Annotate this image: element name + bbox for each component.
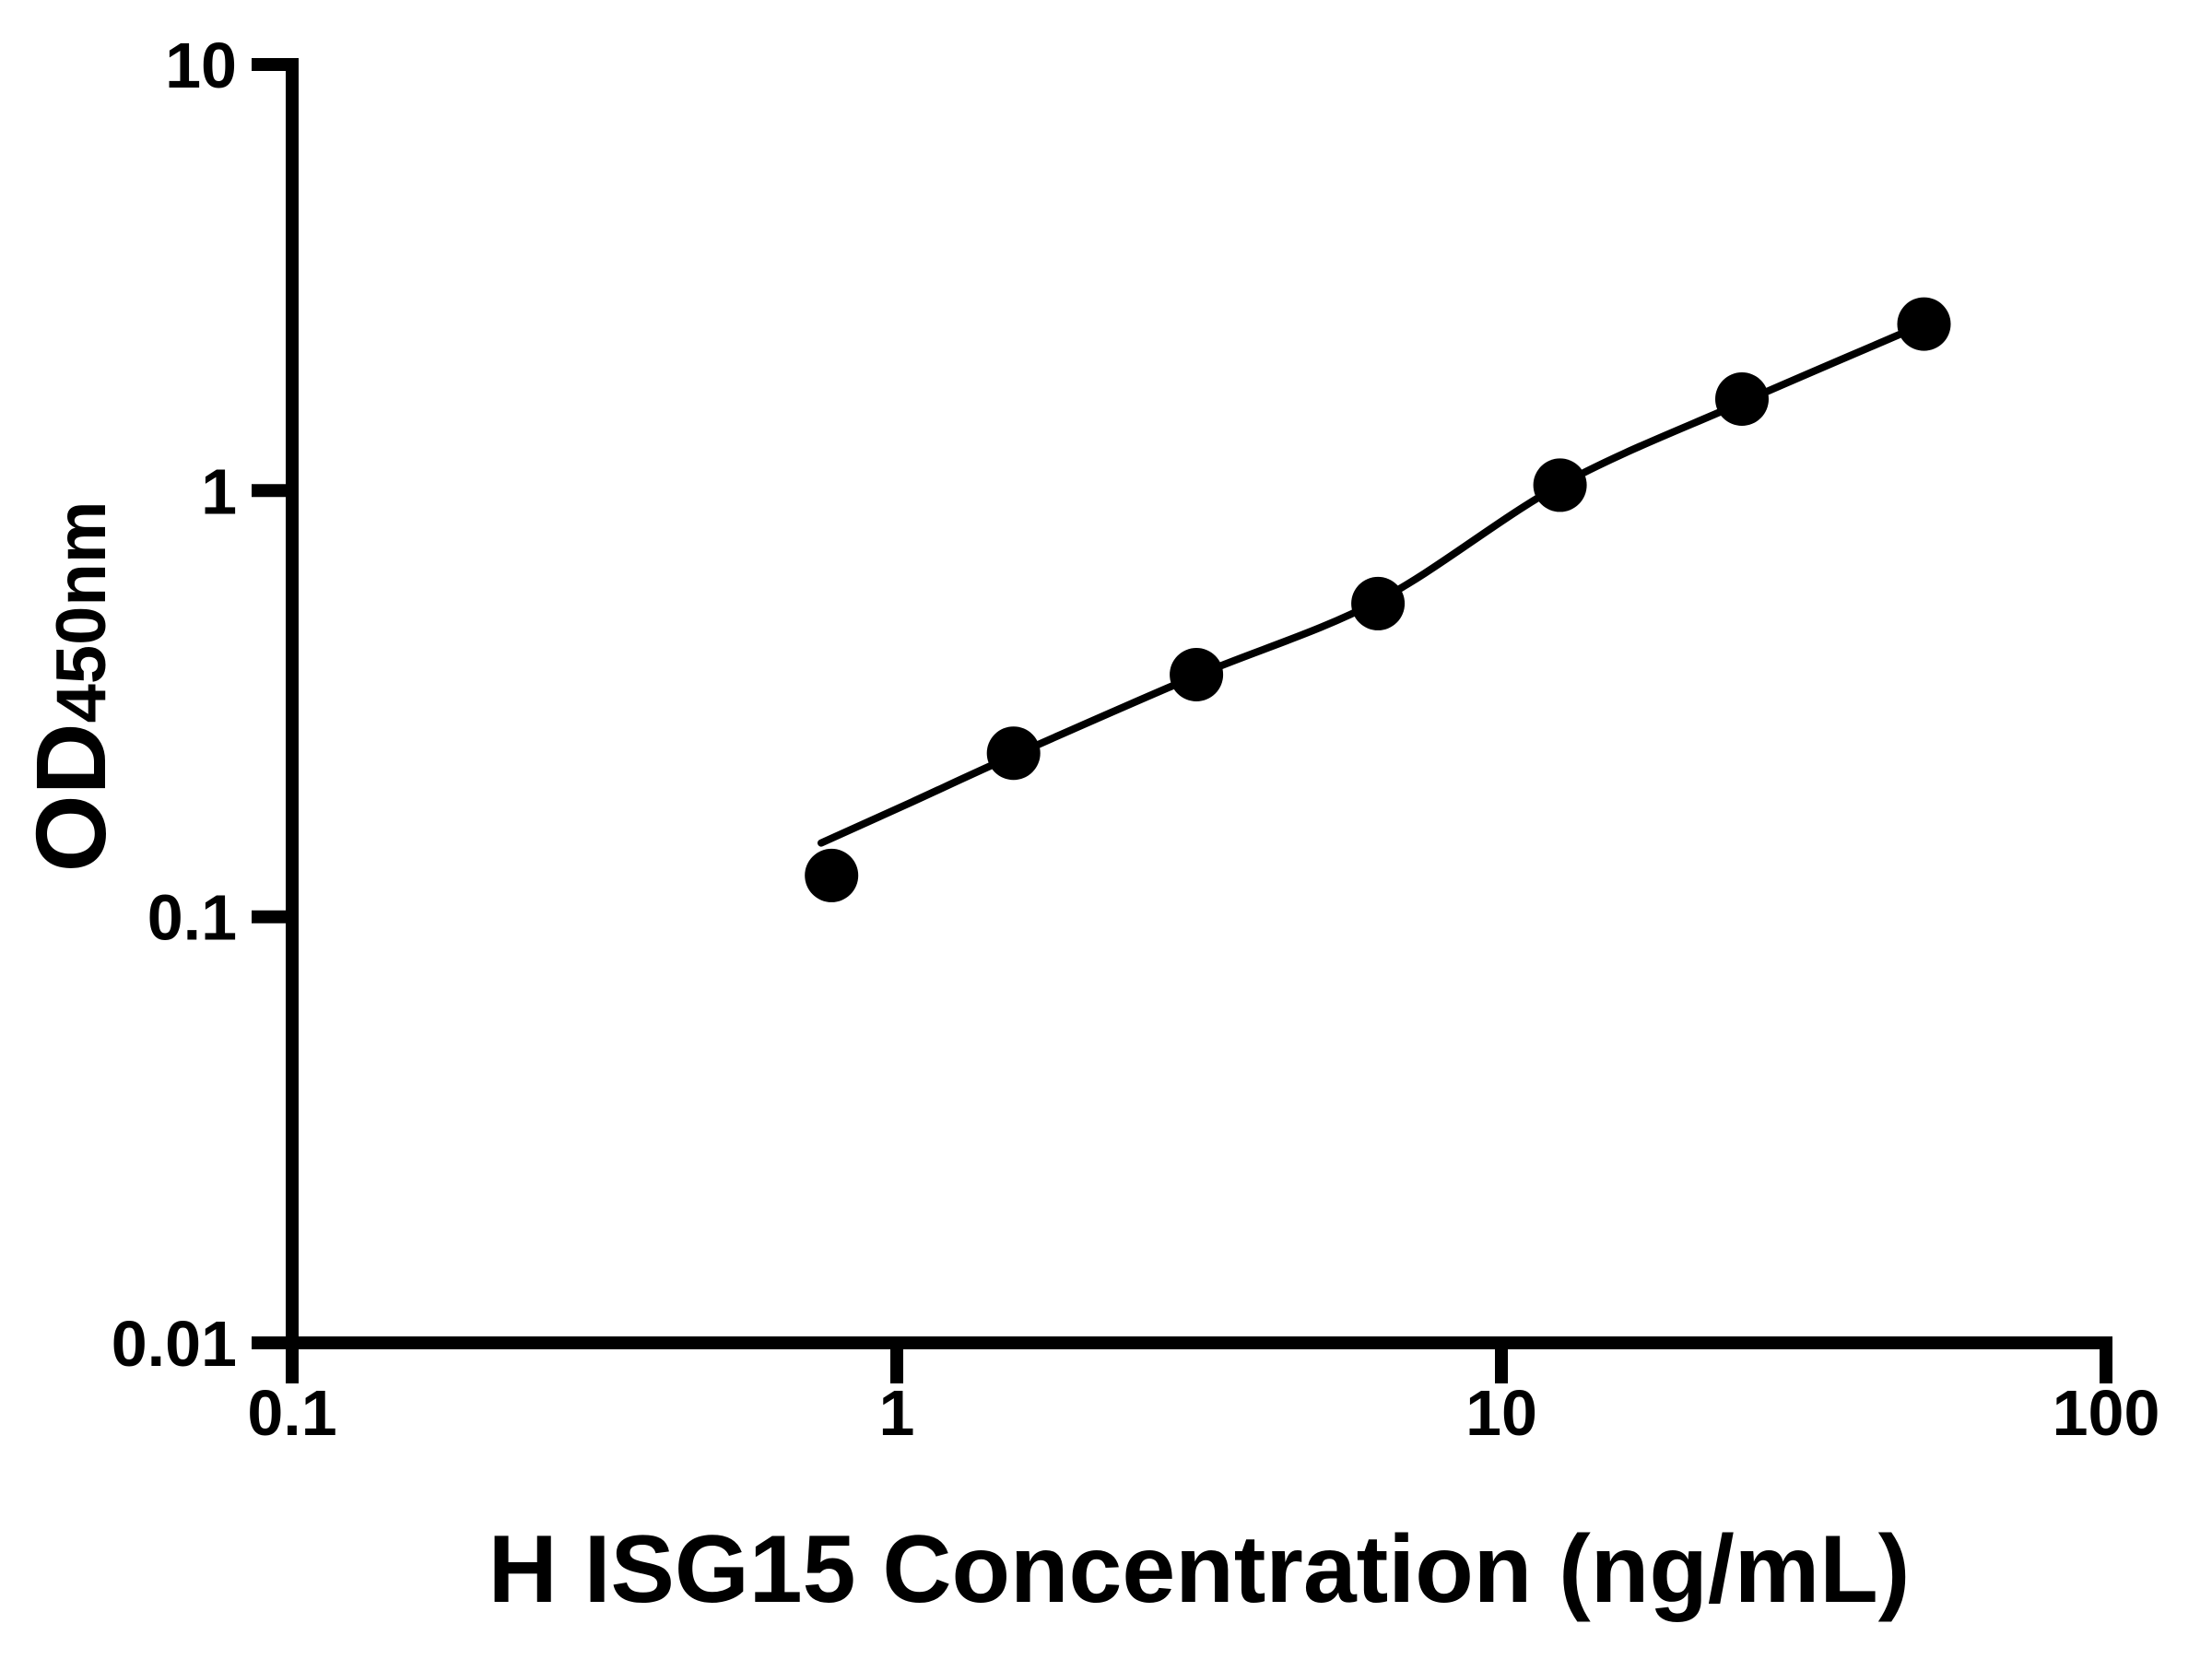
y-axis-title-sub: 450nm <box>42 500 121 724</box>
data-point <box>1897 297 1951 351</box>
y-axis-tick-label: 1 <box>201 455 237 527</box>
x-axis-tick-label: 1 <box>879 1377 915 1449</box>
data-point <box>1715 372 1769 426</box>
data-point <box>1533 458 1587 512</box>
x-axis-tick-label: 0.1 <box>247 1377 336 1449</box>
y-axis-tick-label: 0.01 <box>112 1308 237 1380</box>
x-axis-tick-label: 100 <box>2053 1377 2160 1449</box>
y-axis-title-main: OD <box>15 723 126 873</box>
x-axis-title: H ISG15 Concentration (ng/mL) <box>488 1516 1911 1623</box>
data-point <box>1170 648 1224 701</box>
y-axis-tick-label: 0.1 <box>147 882 237 954</box>
y-axis-tick-label: 10 <box>165 29 237 101</box>
x-axis-tick-label: 10 <box>1465 1377 1537 1449</box>
y-axis-title: OD450nm <box>15 500 126 873</box>
data-point <box>805 848 859 902</box>
data-point <box>1351 576 1406 630</box>
data-point <box>986 726 1041 781</box>
